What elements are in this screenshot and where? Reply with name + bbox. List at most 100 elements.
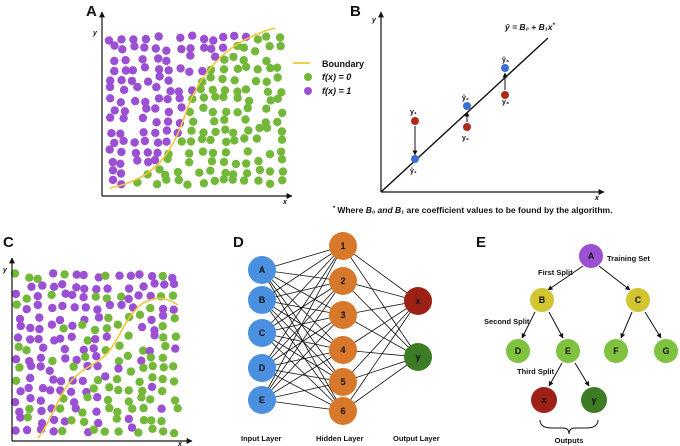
panel-c-dot: [25, 404, 34, 414]
actual-label-3: y₃: [502, 99, 509, 106]
panel-a-dot: [188, 31, 197, 40]
panel-a-dot: [230, 136, 239, 145]
panel-a-dot: [207, 44, 216, 53]
panel-c-dot: [79, 345, 89, 354]
panel-a-dot: [151, 104, 160, 113]
network-edge: [261, 245, 344, 401]
tree-node-e: E: [556, 339, 580, 363]
panel-c-dot: [146, 303, 155, 313]
panel-a-dot: [207, 157, 217, 166]
hidden-node-1-label: 1: [340, 241, 345, 251]
panel-c-dot: [22, 294, 31, 303]
tree-node-b: B: [530, 288, 554, 312]
panel-a-dot: [163, 154, 172, 164]
panel-a-scatter: [104, 31, 288, 189]
panel-c-dot: [138, 386, 147, 396]
panel-c-dot: [135, 377, 144, 387]
panel-c-dot: [169, 377, 179, 386]
panel-a-dot: [185, 67, 194, 77]
panel-a-dot: [164, 76, 173, 85]
panel-c-dot: [59, 324, 68, 333]
panel-c-dot: [91, 292, 101, 301]
panel-a-dot: [110, 138, 119, 148]
panel-c-dot: [137, 322, 147, 332]
panel-c-dot: [114, 364, 123, 373]
panel-c-dot: [92, 407, 101, 416]
panel-c-dot: [35, 313, 44, 322]
panel-a-dot: [162, 175, 171, 184]
panel-c-dot: [101, 372, 110, 381]
panel-a-dot: [143, 77, 153, 86]
outputs-annotation: Outputs: [555, 436, 584, 445]
panel-a-dot: [233, 64, 243, 74]
panel-a-dot: [110, 106, 119, 115]
panel-a-dot: [196, 84, 205, 94]
panel-c-dot: [159, 427, 168, 436]
panel-c-dot: [55, 404, 65, 413]
panel-c-dot: [47, 290, 56, 300]
panel-a-dot: [275, 33, 285, 42]
panel-a-dot: [106, 113, 115, 122]
panel-d: D A B C D E 1 2 3 4 5 6 x y Input Layer Hidden Layer…: [233, 232, 440, 443]
panel-c-dot: [150, 279, 159, 288]
panel-c-y-label: y: [2, 267, 8, 274]
panel-c-dot: [135, 270, 144, 279]
regression-line: [380, 37, 549, 193]
panel-a-dot: [187, 126, 196, 135]
panel-c-dot: [157, 404, 166, 413]
panel-c-scatter: [10, 269, 182, 438]
panel-a-dot: [116, 98, 126, 107]
tree-node-x: x: [531, 387, 557, 413]
panel-a-dot: [277, 88, 286, 97]
panel-c-dot: [60, 344, 69, 354]
predicted-point-3: [501, 64, 509, 72]
panel-b-x-label: x: [594, 195, 600, 202]
panel-c-dot: [124, 386, 133, 395]
panel-c-dot: [15, 363, 24, 372]
panel-c-dot: [69, 362, 78, 371]
network-nodes: A B C D E 1 2 3 4 5 6 x y: [248, 232, 432, 425]
panel-c-dot: [67, 416, 76, 425]
panel-c-dot: [38, 384, 48, 393]
panel-c-dot: [68, 290, 77, 300]
panel-c-x-label: x: [177, 441, 183, 446]
panel-a-dot: [277, 135, 287, 144]
network-edge: [342, 245, 419, 302]
panel-c-dot: [158, 353, 168, 362]
panel-c-dot: [148, 361, 157, 371]
panel-a-dot: [251, 76, 261, 86]
panel-c-dot: [15, 314, 25, 324]
panel-b-footnote: * Where B₀ and B₁ are coefficient values …: [333, 205, 612, 215]
input-node-a: A: [248, 256, 276, 284]
panel-a-dot: [119, 85, 129, 95]
panel-c-dot: [25, 273, 34, 282]
svg-text:F: F: [613, 346, 619, 356]
panel-a-dot: [206, 65, 216, 75]
panel-c-dot: [56, 334, 65, 343]
panel-c-dot: [13, 333, 23, 342]
panel-c-dot: [148, 424, 157, 433]
panel-c-label: C: [3, 234, 14, 251]
panel-a-dot: [228, 175, 237, 184]
panel-c-dot: [45, 366, 54, 375]
panel-a-dot: [177, 44, 186, 54]
panel-a-dot: [263, 87, 273, 97]
panel-a-dot: [131, 148, 141, 158]
panel-c-dot: [36, 396, 45, 405]
panel-c-dot: [148, 373, 157, 382]
panel-a-dot: [105, 82, 115, 92]
panel-a-dot: [154, 65, 164, 74]
network-edge: [261, 269, 344, 383]
panel-a-dot: [243, 147, 252, 156]
input-node-c: C: [248, 319, 276, 347]
panel-c-dot: [58, 426, 67, 436]
panel-c-dot: [61, 289, 70, 298]
panel-c-dot: [11, 426, 20, 435]
panel-c-dot: [102, 332, 112, 341]
network-edge: [342, 356, 419, 412]
panel-c-dot: [33, 274, 42, 284]
panel-a-dot: [262, 104, 271, 113]
panel-c-dot: [147, 315, 156, 325]
input-node-b: B: [248, 286, 276, 314]
panel-c-dot: [124, 331, 133, 340]
